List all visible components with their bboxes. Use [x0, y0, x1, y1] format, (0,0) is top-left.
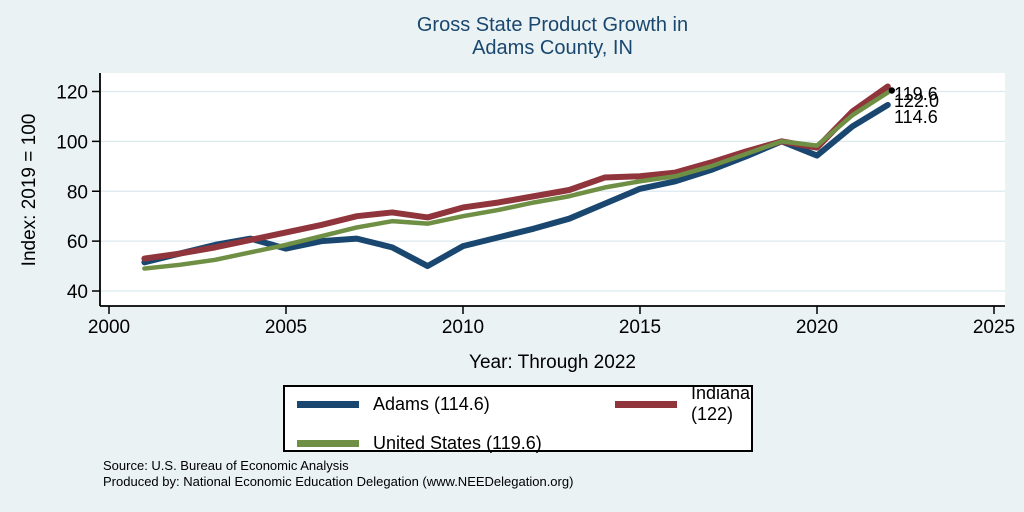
legend: Adams (114.6) Indiana (122) United State… [283, 383, 753, 454]
end-point-marker [888, 87, 895, 94]
y-tick-label: 60 [67, 232, 88, 253]
legend-label-united-states: United States (119.6) [373, 433, 542, 453]
legend-swatch-indiana [615, 400, 677, 408]
source-line: Source: U.S. Bureau of Economic Analysis [103, 458, 349, 473]
x-tick-label: 2005 [265, 317, 307, 338]
plot-area [100, 73, 1005, 306]
y-tick-label: 100 [56, 132, 88, 153]
x-tick-label: 2000 [88, 317, 130, 338]
end-value-label-united-states: 119.6 [894, 84, 938, 104]
end-value-label-adams: 114.6 [894, 107, 938, 127]
x-axis-label: Year: Through 2022 [469, 352, 636, 373]
x-tick-label: 2020 [796, 317, 838, 338]
produced-by-line: Produced by: National Economic Education… [103, 474, 574, 489]
legend-item-united-states: United States (119.6) [297, 433, 615, 454]
chart-title-line2: Adams County, IN [472, 37, 633, 59]
y-tick-label: 80 [67, 182, 88, 203]
x-tick-label: 2025 [973, 317, 1015, 338]
chart-title: Gross State Product Growth in Adams Coun… [100, 14, 1005, 60]
legend-item-indiana: Indiana (122) [615, 383, 751, 425]
y-tick-label: 120 [56, 83, 88, 104]
legend-label-indiana: Indiana (122) [691, 383, 751, 424]
y-tick-label: 40 [67, 282, 88, 303]
legend-swatch-adams [297, 400, 359, 408]
x-tick-label: 2010 [442, 317, 484, 338]
legend-label-adams: Adams (114.6) [373, 393, 490, 414]
legend-swatch-united-states [297, 440, 359, 447]
source-note: Source: U.S. Bureau of Economic Analysis… [103, 458, 573, 490]
series-line-united-states [142, 90, 891, 271]
x-tick-label: 2015 [619, 317, 661, 338]
end-value-label-indiana: 122.0 [894, 91, 940, 111]
legend-item-adams: Adams (114.6) [297, 383, 615, 425]
chart-title-line1: Gross State Product Growth in [416, 14, 689, 36]
